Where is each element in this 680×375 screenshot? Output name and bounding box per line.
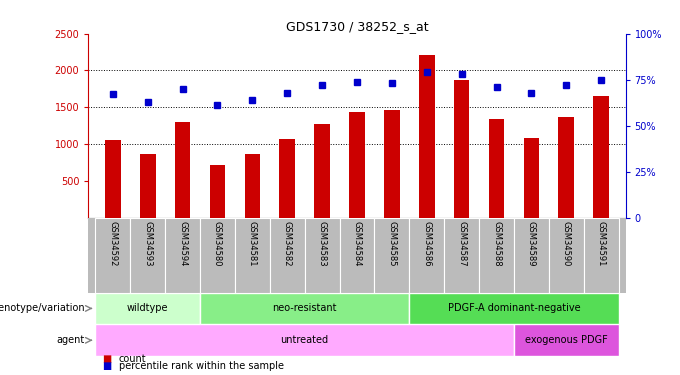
Text: GSM34583: GSM34583 — [318, 221, 326, 267]
Bar — [131, 217, 165, 292]
Text: wildtype: wildtype — [127, 303, 169, 313]
Text: GSM34591: GSM34591 — [596, 221, 606, 267]
Bar — [479, 217, 514, 292]
Bar — [444, 217, 479, 292]
Bar — [558, 117, 574, 218]
Bar — [95, 324, 514, 356]
Text: GSM34589: GSM34589 — [527, 221, 536, 267]
Bar — [583, 217, 619, 292]
Bar — [549, 217, 583, 292]
Text: GSM34593: GSM34593 — [143, 221, 152, 267]
Bar — [489, 119, 505, 218]
Bar — [95, 217, 131, 292]
Bar — [105, 140, 120, 218]
Text: genotype/variation: genotype/variation — [0, 303, 85, 313]
Text: count: count — [119, 354, 147, 364]
Text: GSM34584: GSM34584 — [352, 221, 362, 267]
Text: percentile rank within the sample: percentile rank within the sample — [119, 362, 284, 371]
Bar — [200, 292, 409, 324]
Text: agent: agent — [56, 335, 85, 345]
Bar — [95, 292, 200, 324]
Text: GSM34581: GSM34581 — [248, 221, 257, 267]
Bar — [175, 122, 190, 218]
Text: exogenous PDGF: exogenous PDGF — [525, 335, 608, 345]
Bar — [454, 80, 469, 218]
Bar — [270, 217, 305, 292]
Text: GSM34590: GSM34590 — [562, 221, 571, 267]
Text: GSM34580: GSM34580 — [213, 221, 222, 267]
Text: ■: ■ — [102, 354, 112, 364]
Text: untreated: untreated — [281, 335, 328, 345]
Text: GSM34587: GSM34587 — [457, 221, 466, 267]
Bar — [279, 139, 295, 218]
Text: GSM34588: GSM34588 — [492, 221, 501, 267]
Bar — [419, 55, 435, 217]
Bar — [305, 217, 339, 292]
Bar — [165, 217, 200, 292]
Bar — [514, 324, 619, 356]
Bar — [349, 112, 365, 218]
Bar — [235, 217, 270, 292]
Bar — [200, 217, 235, 292]
Text: neo-resistant: neo-resistant — [273, 303, 337, 313]
Bar — [375, 217, 409, 292]
Bar — [314, 124, 330, 218]
Text: GSM34592: GSM34592 — [108, 221, 118, 267]
Bar — [524, 138, 539, 218]
Text: ■: ■ — [102, 362, 112, 371]
Bar — [409, 217, 444, 292]
Title: GDS1730 / 38252_s_at: GDS1730 / 38252_s_at — [286, 20, 428, 33]
Text: PDGF-A dominant-negative: PDGF-A dominant-negative — [447, 303, 580, 313]
Text: GSM34582: GSM34582 — [283, 221, 292, 267]
Bar — [594, 96, 609, 218]
Bar — [384, 110, 400, 218]
Bar — [209, 165, 225, 218]
Bar — [140, 154, 156, 218]
Bar — [514, 217, 549, 292]
Text: GSM34585: GSM34585 — [388, 221, 396, 267]
Bar — [339, 217, 375, 292]
Text: GSM34586: GSM34586 — [422, 221, 431, 267]
Bar — [245, 154, 260, 218]
Bar — [409, 292, 619, 324]
Text: GSM34594: GSM34594 — [178, 221, 187, 267]
